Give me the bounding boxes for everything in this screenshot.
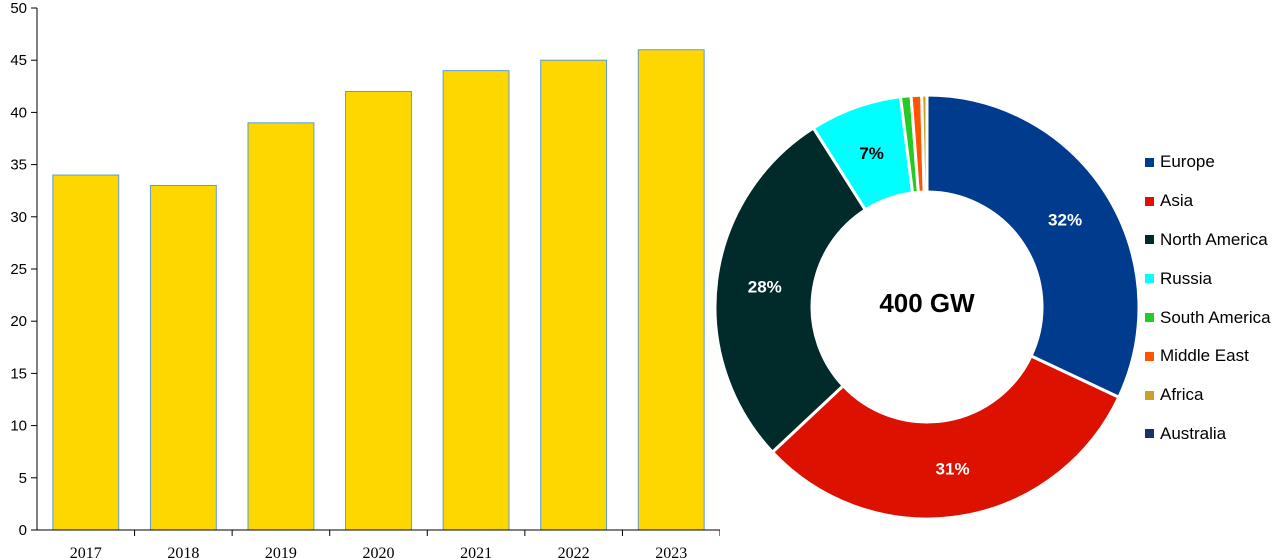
legend-item: Australia: [1145, 415, 1271, 454]
legend-item: Europe: [1145, 143, 1271, 182]
legend-swatch: [1145, 196, 1154, 206]
y-tick-label: 20: [10, 313, 27, 330]
legend-label: South America: [1160, 307, 1271, 327]
legend-item: Russia: [1145, 259, 1271, 298]
donut-center-label: 400 GW: [879, 288, 975, 318]
donut-slice-europe: [925, 93, 1140, 400]
bar: [637, 49, 705, 531]
legend-swatch: [1145, 313, 1154, 323]
legend-item: North America: [1145, 221, 1271, 260]
legend-label: Middle East: [1160, 346, 1249, 366]
legend-swatch: [1145, 157, 1154, 167]
y-tick-label: 5: [19, 470, 27, 487]
legend-label: Russia: [1160, 268, 1212, 288]
donut-slice-africa: [920, 93, 929, 194]
bar: [247, 122, 315, 531]
x-tick-label: 2020: [363, 545, 395, 560]
y-tick-label: 35: [10, 157, 27, 174]
x-tick-label: 2022: [558, 545, 590, 560]
legend-swatch: [1145, 235, 1154, 245]
legend-swatch: [1145, 390, 1154, 400]
legend-item: Asia: [1145, 182, 1271, 221]
y-tick-label: 50: [10, 0, 27, 17]
slice-percent-label: 7%: [859, 144, 884, 163]
legend-item: South America: [1145, 298, 1271, 337]
y-tick-label: 15: [10, 365, 27, 382]
bar: [149, 184, 217, 531]
x-tick-label: 2017: [70, 545, 102, 560]
bar: [442, 70, 510, 531]
legend-label: Africa: [1160, 385, 1204, 405]
slice-percent-label: 32%: [1048, 210, 1082, 229]
donut-slice-north-america: [713, 125, 868, 455]
x-tick-label: 2019: [265, 545, 297, 560]
legend-label: North America: [1160, 229, 1268, 249]
bar: [540, 59, 608, 531]
legend: Europe Asia North America Russia South Ameri…: [1145, 143, 1271, 453]
y-tick-label: 10: [10, 418, 27, 435]
y-tick-label: 30: [10, 209, 27, 226]
legend-label: Europe: [1160, 152, 1215, 172]
x-tick-label: 2021: [460, 545, 492, 560]
legend-swatch: [1145, 429, 1154, 439]
donut-chart: 32% 31% 28% 7% 400 GW: [713, 93, 1140, 521]
slice-percent-label: 28%: [748, 278, 782, 297]
y-tick-label: 25: [10, 261, 27, 278]
bars: [52, 49, 705, 531]
legend-label: Asia: [1160, 191, 1194, 211]
bar: [52, 174, 120, 531]
y-tick-label: 45: [10, 52, 27, 69]
legend-item: Africa: [1145, 376, 1271, 415]
legend-swatch: [1145, 351, 1154, 361]
x-axis-ticks: 2017 2018 2019 2020 2021 2022 2023: [70, 530, 720, 560]
legend-label: Australia: [1160, 423, 1227, 443]
donut-slices: [713, 93, 1140, 521]
y-tick-label: 40: [10, 104, 27, 121]
x-tick-label: 2018: [167, 545, 199, 560]
donut-slice-labels: 32% 31% 28% 7%: [748, 144, 1082, 478]
bar: [345, 91, 412, 531]
legend-swatch: [1145, 274, 1154, 284]
x-tick-label: 2023: [655, 545, 687, 560]
legend-item: Middle East: [1145, 337, 1271, 376]
slice-percent-label: 31%: [936, 459, 970, 478]
y-tick-label: 0: [19, 522, 27, 539]
y-axis-ticks: 0 5 10 15 20 25 30 35 40 45 50: [10, 0, 37, 539]
bar-chart: 0 5 10 15 20 25 30 35 40 45 50 2017 2018 2019 2020 202…: [10, 0, 720, 560]
donut-slice-asia: [770, 353, 1121, 521]
